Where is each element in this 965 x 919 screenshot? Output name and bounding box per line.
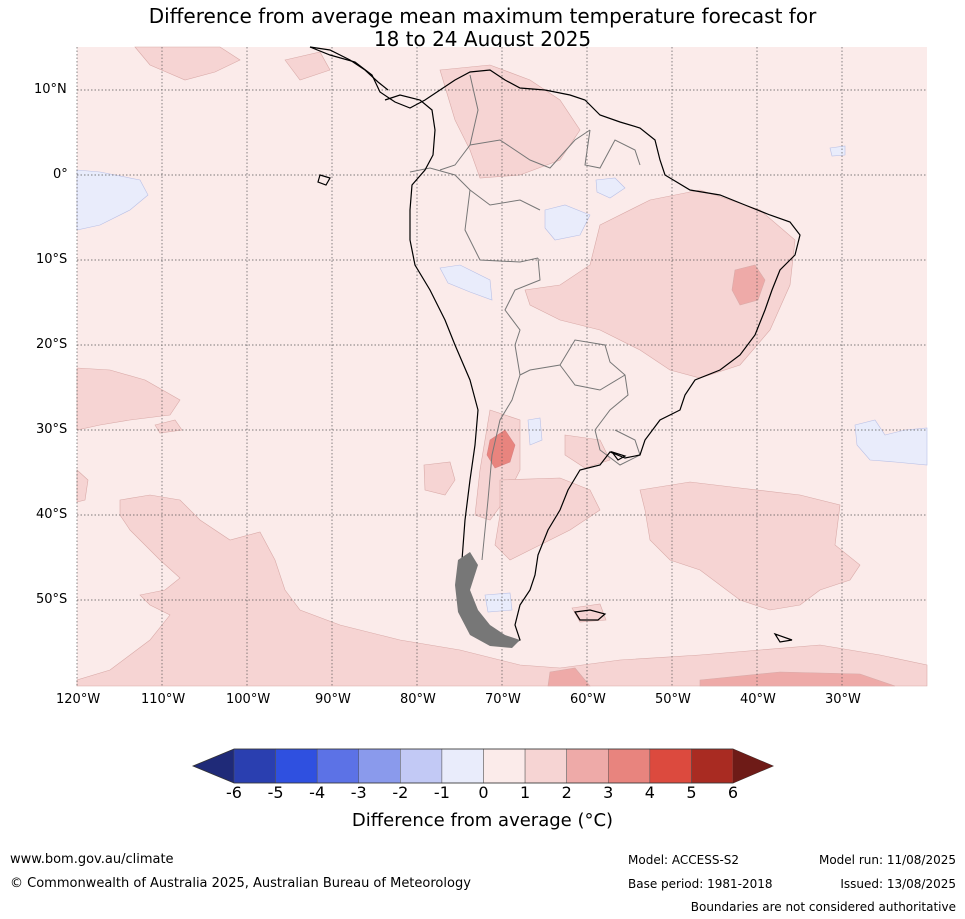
- lat-label-30s: 30°S: [36, 422, 68, 437]
- lon-label-50w: 50°W: [655, 692, 691, 707]
- colorbar: [191, 748, 775, 784]
- colorbar-segment: [524, 748, 567, 784]
- lon-label-70w: 70°W: [485, 692, 521, 707]
- colorbar-tick-label: 6: [727, 783, 739, 802]
- colorbar-segment: [691, 748, 734, 784]
- colorbar-tick-label: -2: [392, 783, 409, 802]
- colorbar-tick-label: 5: [686, 783, 697, 802]
- lat-label-50s: 50°S: [36, 592, 68, 607]
- colorbar-segment: [233, 748, 276, 784]
- country-borders: [409, 74, 641, 561]
- colorbar-segment: [483, 748, 526, 784]
- footer-issued: Issued: 13/08/2025: [840, 877, 956, 891]
- colorbar-segment: [358, 748, 401, 784]
- coastline: [309, 46, 801, 646]
- footer-copyright: © Commonwealth of Australia 2025, Austra…: [10, 876, 471, 891]
- lon-label-100w: 100°W: [226, 692, 271, 707]
- patagonia-islands: [455, 552, 520, 648]
- colorbar-tick-label: -3: [350, 783, 367, 802]
- footer-model: Model: ACCESS-S2: [628, 853, 740, 867]
- colorbar-extend-high: [733, 749, 773, 783]
- graticule: [76, 47, 927, 686]
- colorbar-tick-label: 3: [603, 783, 614, 802]
- colorbar-extend-low: [193, 749, 234, 783]
- colorbar-ticks: -6 -5 -4 -3 -2 -1 0 1 2 3 4 5 6: [0, 783, 965, 803]
- lat-label-20s: 20°S: [36, 337, 68, 352]
- anomaly-shading-1-2: [76, 46, 928, 687]
- lon-label-60w: 60°W: [570, 692, 606, 707]
- colorbar-segment: [608, 748, 651, 784]
- colorbar-label: Difference from average (°C): [351, 810, 614, 831]
- colorbar-tick-label: -5: [267, 783, 284, 802]
- footer-website: www.bom.gov.au/climate: [10, 852, 174, 867]
- lon-label-90w: 90°W: [315, 692, 351, 707]
- footer-disclaimer: Boundaries are not considered authoritat…: [690, 900, 956, 914]
- colorbar-tick-label: -6: [226, 783, 242, 802]
- lat-label-10s: 10°S: [36, 252, 68, 267]
- colorbar-segment: [316, 748, 359, 784]
- colorbar-segment: [566, 748, 609, 784]
- colorbar-tick-label: 1: [519, 783, 531, 802]
- lon-label-120w: 120°W: [56, 692, 101, 707]
- footer-model-run: Model run: 11/08/2025: [818, 853, 956, 867]
- lon-label-80w: 80°W: [400, 692, 436, 707]
- lon-label-110w: 110°W: [141, 692, 186, 707]
- map-title-line1: Difference from average mean maximum tem…: [148, 4, 817, 28]
- colorbar-segment: [275, 748, 318, 784]
- colorbar-segment: [441, 748, 484, 784]
- footer-base-period: Base period: 1981-2018: [628, 877, 773, 891]
- colorbar-segment: [649, 748, 692, 784]
- lon-label-40w: 40°W: [740, 692, 776, 707]
- colorbar-tick-label: -1: [433, 783, 450, 802]
- colorbar-tick-label: -4: [309, 783, 326, 802]
- map-title-line2: 18 to 24 August 2025: [373, 27, 592, 51]
- anomaly-shading-cool: [76, 145, 928, 613]
- colorbar-tick-label: 4: [644, 783, 655, 802]
- lon-label-30w: 30°W: [825, 692, 861, 707]
- lat-label-40s: 40°S: [36, 507, 68, 522]
- colorbar-tick-label: 0: [478, 783, 489, 802]
- colorbar-tick-label: 2: [561, 783, 572, 802]
- colorbar-segment: [400, 748, 443, 784]
- lat-label-10n: 10°N: [34, 82, 67, 97]
- lat-label-0: 0°: [53, 167, 68, 182]
